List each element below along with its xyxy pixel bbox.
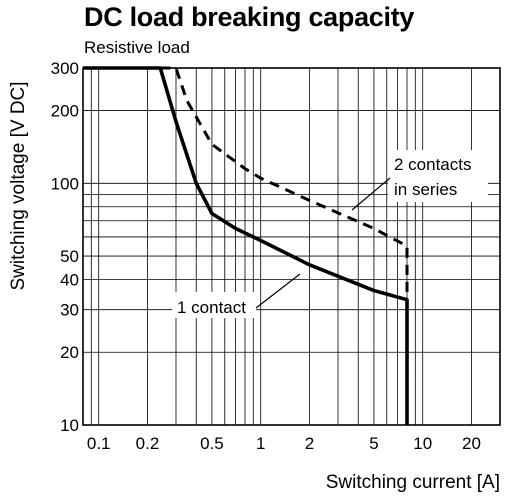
x-tick-label: 0.5 (200, 434, 224, 453)
y-tick-label: 30 (60, 301, 79, 320)
series-layer (83, 66, 409, 425)
x-tick-label: 2 (305, 434, 314, 453)
x-tick-label: 0.1 (87, 434, 111, 453)
chart-title: DC load breaking capacity (84, 2, 415, 32)
x-tick-label: 5 (369, 434, 378, 453)
grid (83, 67, 500, 426)
series-1-contact (83, 66, 409, 425)
annotation-1-contact-label: 1 contact (177, 298, 246, 317)
y-tick-label: 300 (51, 59, 79, 78)
chart-subtitle: Resistive load (84, 38, 190, 57)
y-tick-label: 10 (60, 416, 79, 435)
annotation-2-contacts: 2 contacts in series (351, 150, 488, 211)
annotation-2-contacts-label: 2 contacts (394, 155, 472, 174)
annotation-1-contact-bg (172, 292, 256, 318)
y-tick-label: 50 (60, 247, 79, 266)
annotation-2-contacts-bg (388, 150, 488, 202)
series-2-contacts-in-series (160, 66, 409, 425)
annotation-1-contact-leader (255, 273, 301, 309)
annotation-2-contacts-leader (351, 177, 391, 211)
x-tick-label: 0.2 (136, 434, 160, 453)
annotation-1-contact: 1 contact (172, 273, 301, 318)
y-tick-label: 200 (51, 102, 79, 121)
y-tick-label: 100 (51, 174, 79, 193)
y-axis-label: Switching voltage [V DC] (8, 81, 29, 290)
plot-frame (82, 67, 501, 426)
y-tick-label: 20 (60, 343, 79, 362)
annotation-2-contacts-label-line2: in series (394, 180, 457, 199)
x-tick-label: 10 (413, 434, 432, 453)
y-tick-label: 40 (60, 270, 79, 289)
x-tick-label: 20 (462, 434, 481, 453)
tick-labels: 0.1 0.2 0.5 1 2 5 10 20 10 20 30 40 50 100 200 300 (51, 59, 481, 453)
x-axis-label: Switching current [A] (326, 472, 500, 493)
x-tick-label: 1 (256, 434, 265, 453)
